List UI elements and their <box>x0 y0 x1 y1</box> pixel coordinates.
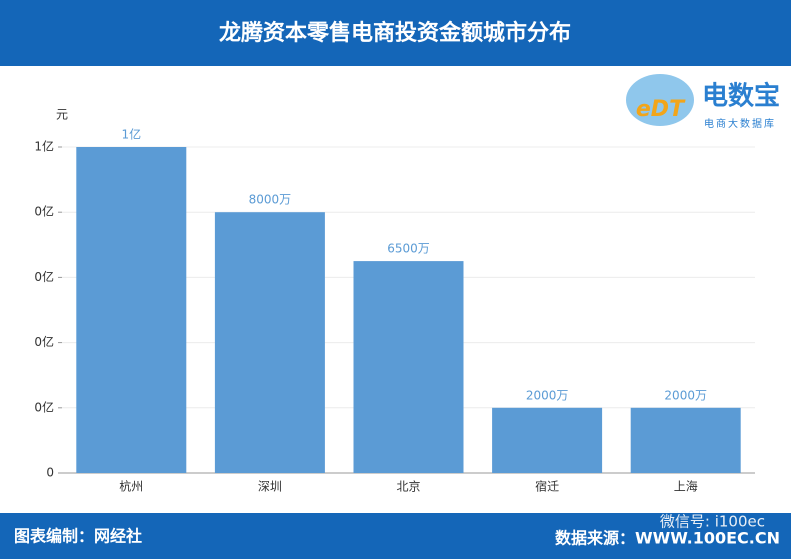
value-label: 1亿 <box>121 127 141 142</box>
y-axis-label: 元 <box>56 108 68 122</box>
footer-band <box>0 513 791 559</box>
x-tick-label: 北京 <box>396 480 420 494</box>
value-label: 8000万 <box>249 193 292 207</box>
y-tick-label: 1亿 <box>34 139 54 154</box>
x-tick-label: 杭州 <box>119 479 143 494</box>
x-tick-label: 深圳 <box>258 480 282 494</box>
bar <box>76 147 187 473</box>
value-label: 6500万 <box>387 242 430 256</box>
header-band <box>0 0 791 66</box>
x-tick-label: 上海 <box>674 479 698 494</box>
y-tick-label: 0亿 <box>34 399 54 414</box>
x-tick-label: 宿迁 <box>535 479 559 494</box>
y-tick-label: 0亿 <box>34 269 54 284</box>
bar <box>492 407 603 473</box>
bar <box>630 407 741 473</box>
watermark: 微信号: i100ec <box>660 513 765 531</box>
logo-subtitle: 电商大数据库 <box>704 117 776 130</box>
bar <box>214 212 325 473</box>
logo-brand: 电数宝 <box>702 81 780 112</box>
footer-right: 数据来源：WWW.100EC.CN <box>555 529 780 548</box>
footer-left: 图表编制：网经社 <box>14 527 142 546</box>
chart-title: 龙腾资本零售电商投资金额城市分布 <box>219 20 571 46</box>
y-tick-label: 0亿 <box>34 334 54 349</box>
y-tick-label: 0 <box>46 466 54 480</box>
y-tick-label: 0亿 <box>34 204 54 219</box>
logo-cloud <box>626 74 694 126</box>
value-label: 2000万 <box>526 388 569 402</box>
value-label: 2000万 <box>664 388 707 402</box>
bar <box>353 261 464 473</box>
logo-mark: eDT <box>636 97 686 122</box>
